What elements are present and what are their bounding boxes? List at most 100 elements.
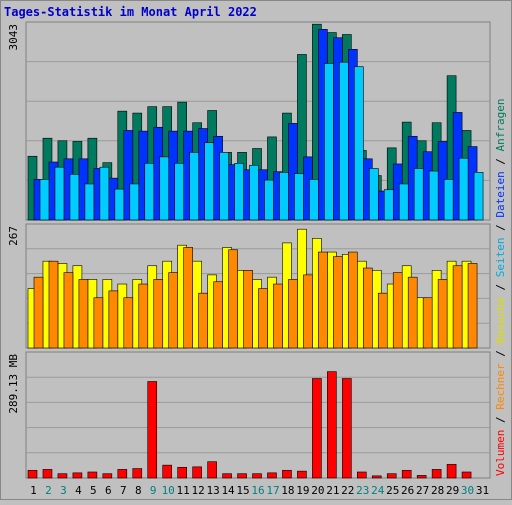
bar-seiten-day-10 (174, 163, 185, 221)
x-tick-label: 9 (150, 484, 157, 497)
bar-volumen-day-undefined (42, 469, 53, 479)
bar-rechner-day-undefined (362, 267, 373, 349)
x-tick-label: 8 (135, 484, 142, 497)
x-tick-label: 10 (162, 484, 175, 497)
x-tick-label: 24 (371, 484, 385, 497)
bar-seiten-day-5 (99, 166, 110, 221)
bar-volumen-day-undefined (461, 471, 472, 479)
bar-seiten-day-16 (264, 179, 274, 221)
bar-rechner-day-undefined (243, 270, 253, 349)
bar-rechner-day-undefined (318, 251, 328, 349)
bar-seiten-day-9 (159, 156, 170, 221)
bar-rechner-day-undefined (48, 260, 59, 349)
bar-volumen-day-undefined (207, 461, 217, 479)
bar-seiten-day-7 (129, 183, 140, 221)
right-legend-text: Volumen / Rechner / Besuche / Seiten / D… (494, 98, 507, 476)
bar-volumen-day-undefined (72, 472, 83, 479)
x-tick-label: 19 (296, 484, 309, 497)
bar-seiten-day-15 (249, 164, 259, 221)
bar-rechner-day-undefined (183, 247, 193, 349)
panel-3-y-max-label: 289.13 MB (7, 354, 20, 414)
bar-volumen-day-undefined (87, 471, 98, 479)
bar-rechner-day-undefined (452, 265, 463, 349)
legend-besuche: Besuche (494, 297, 507, 343)
bar-seiten-day-17 (279, 172, 289, 221)
bar-rechner-day-undefined (288, 279, 298, 349)
bar-rechner-day-undefined (33, 276, 44, 349)
bar-rechner-day-undefined (138, 283, 149, 349)
panel-2: 267 (7, 223, 491, 349)
bar-seiten-day-12 (204, 142, 214, 221)
bar-volumen-day-undefined (177, 466, 187, 479)
x-tick-label: 2 (45, 484, 52, 497)
bar-seiten-day-29 (458, 157, 469, 221)
bar-dateien-day-7 (123, 130, 134, 221)
chart-title: Tages-Statistik im Monat April 2022 (4, 5, 257, 19)
bar-volumen-day-undefined (416, 475, 427, 479)
panel-2-y-max-label: 267 (7, 226, 20, 246)
x-tick-label: 29 (446, 484, 459, 497)
bar-seiten-day-24 (383, 189, 394, 221)
bar-seiten-day-13 (219, 152, 229, 221)
legend-seiten: Seiten (494, 238, 507, 278)
x-tick-label: 26 (401, 484, 414, 497)
bar-volumen-day-undefined (297, 470, 307, 479)
x-tick-label: 16 (251, 484, 264, 497)
bar-volumen-day-undefined (446, 463, 457, 479)
bar-rechner-day-undefined (228, 249, 238, 349)
bar-volumen-day-undefined (327, 371, 337, 479)
bar-dateien-day-18 (288, 123, 298, 221)
bar-volumen-day-undefined (237, 473, 247, 479)
bar-rechner-day-undefined (78, 279, 89, 349)
bar-seiten-day-21 (339, 61, 349, 221)
panel-3: 289.13 MB (7, 351, 491, 479)
x-tick-label: 4 (75, 484, 82, 497)
bar-volumen-day-undefined (252, 473, 262, 479)
bar-volumen-day-undefined (192, 466, 202, 479)
bar-seiten-day-4 (84, 183, 95, 221)
x-tick-label: 22 (341, 484, 354, 497)
bar-seiten-day-28 (443, 179, 454, 221)
panel-3-plot-area (25, 351, 491, 479)
bar-volumen-day-undefined (386, 473, 397, 479)
bar-seiten-day-3 (69, 173, 80, 221)
bar-rechner-day-undefined (303, 274, 313, 349)
bar-rechner-day-undefined (93, 297, 104, 349)
x-tick-label: 6 (105, 484, 112, 497)
bar-volumen-day-undefined (57, 473, 68, 479)
bar-seiten-day-14 (234, 163, 244, 221)
bar-volumen-day-undefined (162, 464, 173, 479)
bar-rechner-day-undefined (437, 279, 448, 349)
panel-1-y-max-label: 3043 (7, 24, 20, 51)
bar-rechner-day-undefined (123, 297, 134, 349)
x-axis-labels: 1 2 3 4 5 6 7 8 9 10 11 12 13 14 15 16 17 18 19 20 21 22 23 24 2… (30, 484, 489, 497)
x-tick-label: 12 (192, 484, 205, 497)
bar-rechner-day-undefined (392, 272, 403, 349)
bar-rechner-day-undefined (467, 263, 478, 349)
bar-seiten-day-11 (189, 152, 199, 221)
x-tick-label: 21 (326, 484, 339, 497)
bar-volumen-day-undefined (401, 469, 412, 479)
bar-seiten-day-8 (144, 163, 155, 221)
x-tick-label: 27 (416, 484, 429, 497)
x-tick-label: 5 (90, 484, 97, 497)
bar-volumen-day-undefined (27, 469, 38, 479)
bar-seiten-day-26 (413, 168, 424, 221)
x-tick-label: 7 (120, 484, 127, 497)
bar-volumen-day-undefined (342, 378, 352, 479)
x-tick-label: 1 (30, 484, 37, 497)
bar-rechner-day-undefined (348, 251, 358, 349)
panel-1: 3043 (7, 21, 491, 221)
x-tick-label: 30 (461, 484, 474, 497)
bar-rechner-day-undefined (273, 283, 283, 349)
bar-seiten-day-2 (54, 166, 65, 221)
bar-rechner-day-undefined (333, 256, 343, 349)
bar-rechner-day-undefined (153, 279, 164, 349)
bar-rechner-day-undefined (377, 292, 388, 349)
bar-seiten-day-27 (428, 170, 439, 221)
x-tick-label: 3 (60, 484, 67, 497)
bar-seiten-day-30 (473, 172, 484, 221)
bar-volumen-day-undefined (222, 473, 232, 479)
bar-volumen-day-undefined (356, 471, 367, 479)
